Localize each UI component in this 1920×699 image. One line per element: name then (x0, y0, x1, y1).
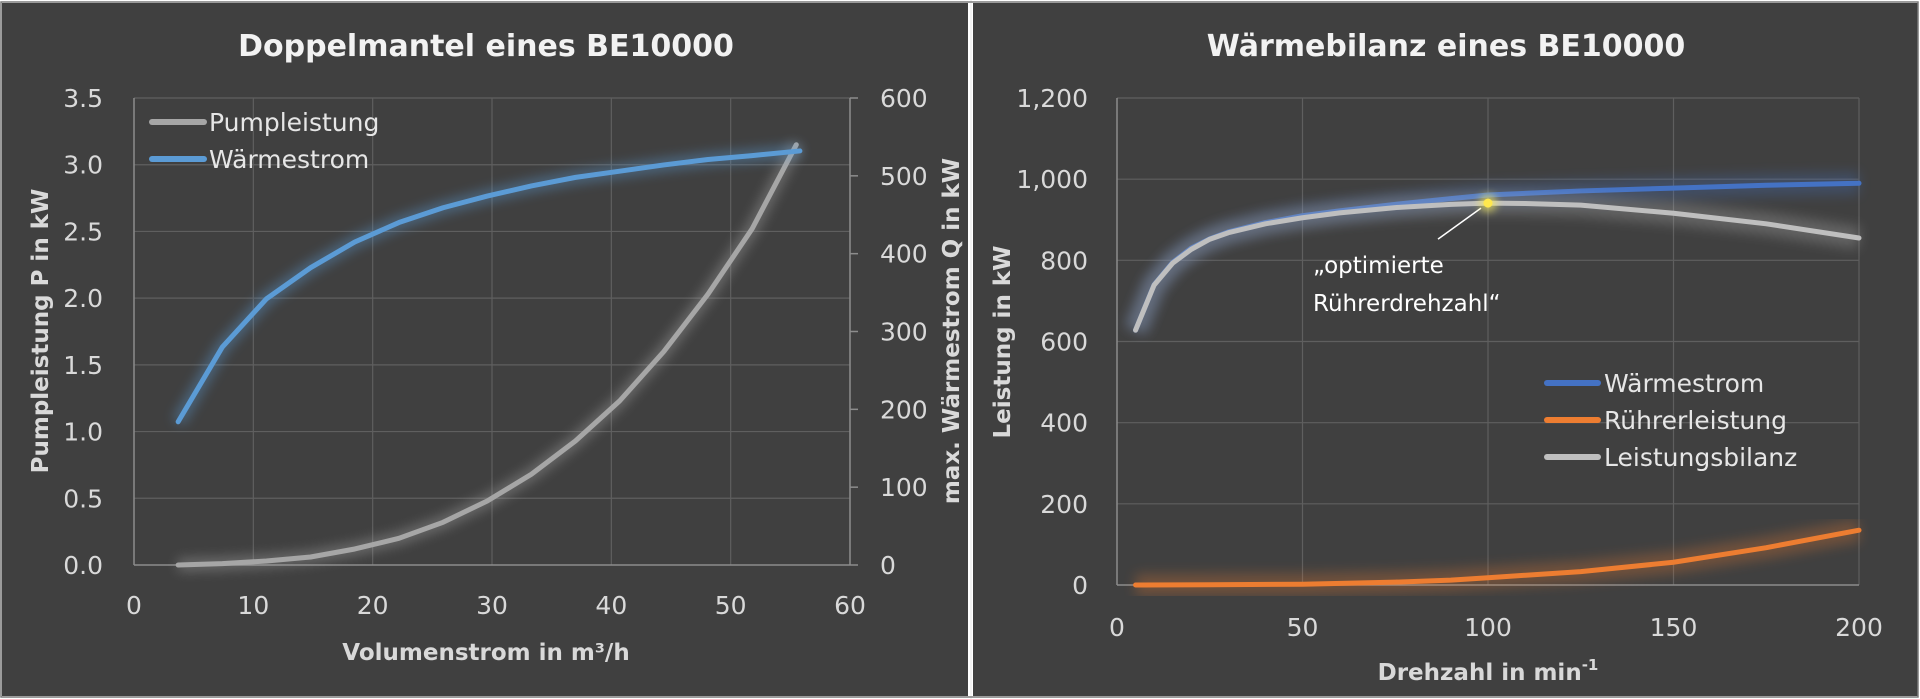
y-tick-label: 3.5 (63, 84, 103, 113)
x-tick-label: 50 (715, 591, 747, 620)
legend-item-leistungsbilanz[interactable]: Leistungsbilanz (1544, 443, 1797, 472)
y2-tick-label: 400 (880, 240, 928, 269)
y2-axis-title: max. Wärmestrom Q in kW (939, 158, 965, 504)
y-axis-title: Pumpleistung P in kW (28, 189, 54, 474)
y-tick-label: 2.0 (63, 284, 103, 313)
x-tick-label: 10 (237, 591, 269, 620)
y2-tick-label: 100 (880, 473, 928, 502)
annotation-leader-line (1437, 207, 1482, 240)
x-axis-title: Volumenstrom in m³/h (342, 640, 629, 666)
legend-label: Wärmestrom (1604, 369, 1764, 398)
legend: Pumpleistung Wärmestrom (149, 108, 379, 174)
legend-item-pumpleistung[interactable]: Pumpleistung (149, 108, 379, 137)
x-tick-label: 20 (357, 591, 389, 620)
legend-item-waermestrom[interactable]: Wärmestrom (1544, 369, 1764, 398)
panel-background (2, 3, 968, 696)
x-tick-label: 100 (1464, 613, 1512, 642)
tick-labels: 0 10 20 30 40 50 60 0.0 0.5 1.0 1.5 2.0 2.5 3.0 3.5 0 10… (63, 84, 927, 620)
y-axis-title: Leistung in kW (990, 246, 1016, 439)
panel-background (973, 3, 1918, 696)
series-rhrerleistung (1133, 519, 1862, 596)
x-tick-label: 60 (834, 591, 866, 620)
y-tick-label: 0.0 (63, 551, 103, 580)
legend: Wärmestrom Rührerleistung Leistungsbilan… (1544, 369, 1797, 472)
y-tick-label: 1,200 (1016, 84, 1088, 113)
x-axis-title: Drehzahl in min-1 (1378, 656, 1599, 686)
y-tick-label: 200 (1040, 490, 1088, 519)
x-tick-label: 0 (126, 591, 142, 620)
legend-label: Wärmestrom (209, 145, 369, 174)
x-tick-label: 200 (1835, 613, 1883, 642)
y2-tick-label: 600 (880, 84, 928, 113)
legend-item-ruehrerleistung[interactable]: Rührerleistung (1544, 406, 1787, 435)
y2-tick-label: 0 (880, 551, 896, 580)
series-group (172, 141, 803, 571)
x-tick-label: 0 (1109, 613, 1125, 642)
series-leistungsbilanz (1125, 192, 1862, 335)
chart-panel-balance: Wärmebilanz eines BE10000 0 50 100 150 200 0 2… (973, 3, 1918, 696)
x-tick-label: 150 (1650, 613, 1698, 642)
x-tick-label: 30 (476, 591, 508, 620)
y-tick-label: 400 (1040, 409, 1088, 438)
tick-labels: 0 50 100 150 200 0 200 400 600 800 1,000 1,200 (1016, 84, 1882, 642)
annotation-marker (1483, 198, 1493, 208)
y-tick-label: 1,000 (1016, 165, 1088, 194)
chart-title: Doppelmantel eines BE10000 (238, 29, 734, 64)
y-tick-label: 1.5 (63, 351, 103, 380)
annotation-optimal-speed: „optimierte Rührerdrehzahl“ (1313, 194, 1501, 317)
series-line (1133, 527, 1862, 588)
y-tick-label: 3.0 (63, 151, 103, 180)
y-tick-label: 2.5 (63, 217, 103, 246)
x-axis-title-text: Drehzahl in min (1378, 660, 1582, 686)
y-tick-label: 0.5 (63, 484, 103, 513)
x-tick-label: 50 (1287, 613, 1319, 642)
gridlines (134, 97, 851, 565)
legend-label: Leistungsbilanz (1604, 443, 1797, 472)
legend-label: Pumpleistung (209, 108, 379, 137)
legend-item-waermestrom[interactable]: Wärmestrom (149, 145, 369, 174)
axes (133, 97, 858, 566)
annotation-line-2: Rührerdrehzahl“ (1313, 291, 1501, 317)
chart-panel-pump: Doppelmantel eines BE10000 0 10 20 30 40 50 60… (2, 3, 968, 696)
series-group (1125, 172, 1862, 596)
chart-title: Wärmebilanz eines BE10000 (1207, 29, 1686, 64)
series-pumpleistung (175, 141, 802, 571)
y2-tick-label: 300 (880, 318, 928, 347)
legend-label: Rührerleistung (1604, 406, 1787, 435)
y-tick-label: 800 (1040, 246, 1088, 275)
y-tick-label: 600 (1040, 328, 1088, 357)
y2-tick-label: 500 (880, 162, 928, 191)
y-tick-label: 0 (1072, 571, 1088, 600)
y2-tick-label: 200 (880, 395, 928, 424)
y-tick-label: 1.0 (63, 418, 103, 447)
x-tick-label: 40 (595, 591, 627, 620)
annotation-line-1: „optimierte (1313, 253, 1444, 279)
series-wrmestrom (172, 144, 803, 425)
x-axis-title-superscript: -1 (1582, 656, 1599, 674)
